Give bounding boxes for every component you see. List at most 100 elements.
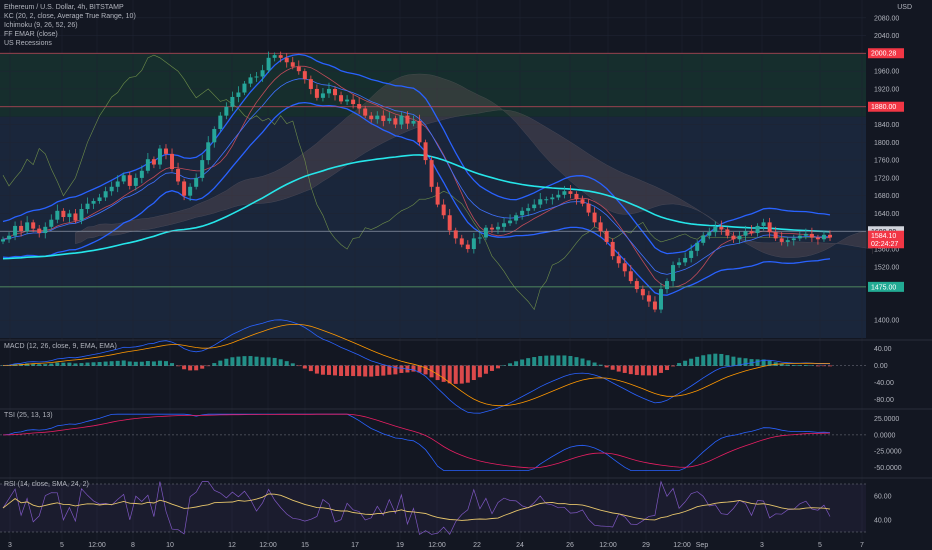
candle-body-135 xyxy=(815,237,820,240)
candle-body-18 xyxy=(109,186,114,192)
macd-hist-38 xyxy=(230,357,235,366)
price-tick-7: 1720.00 xyxy=(874,175,899,182)
candle-body-26 xyxy=(157,148,162,165)
candle-body-13 xyxy=(79,209,84,221)
candle-body-64 xyxy=(387,118,392,121)
tsi-signal xyxy=(2,413,831,469)
legend-recessions[interactable]: US Recessions xyxy=(4,40,52,47)
candle-body-122 xyxy=(737,235,742,240)
price-tick-8: 1680.00 xyxy=(874,193,899,200)
candle-body-23 xyxy=(139,170,144,178)
candle-body-52 xyxy=(314,88,319,98)
candle-body-8 xyxy=(49,219,54,227)
time-tick-19: 5 xyxy=(818,542,822,549)
macd-hist-71 xyxy=(429,365,434,378)
candle-body-107 xyxy=(646,295,651,302)
macd-hist-92 xyxy=(556,355,561,366)
candle-body-31 xyxy=(188,186,193,196)
macd-hist-96 xyxy=(580,358,585,366)
time-tick-17: Sep xyxy=(696,542,709,549)
candle-body-121 xyxy=(731,235,736,240)
candle-body-125 xyxy=(755,225,760,234)
top-band xyxy=(0,0,866,54)
kc-upper xyxy=(2,53,831,255)
legend-ichimoku[interactable]: Ichimoku (9, 26, 52, 26) xyxy=(4,22,78,29)
legend-ema[interactable]: FF EMAR (close) xyxy=(4,31,58,38)
candle-body-116 xyxy=(701,235,706,243)
macd-hist-14 xyxy=(85,362,90,366)
macd-hist-105 xyxy=(634,365,639,375)
macd-hist-82 xyxy=(495,365,500,369)
time-tick-3: 8 xyxy=(131,542,135,549)
macd-hist-129 xyxy=(779,363,784,366)
candle-body-37 xyxy=(224,106,229,116)
macd-hist-135 xyxy=(815,365,820,367)
macd-hist-12 xyxy=(73,363,78,366)
legend-kc[interactable]: KC (20, 2, close, Average True Range, 10… xyxy=(4,13,136,20)
macd-hist-24 xyxy=(145,361,150,366)
tsi-title[interactable]: TSI (25, 13, 13) xyxy=(4,412,53,419)
macd-hist-37 xyxy=(224,358,229,366)
time-axis[interactable]: 3 5 12:00 8 10 12 12:00 15 17 19 12:00 22 24 26 12:00 2… xyxy=(8,542,864,549)
candle-body-36 xyxy=(218,115,223,129)
candle-body-136 xyxy=(821,234,826,240)
candle-body-34 xyxy=(206,142,211,161)
macd-hist-64 xyxy=(387,365,392,375)
range-band-upper xyxy=(0,53,866,117)
macd-hist-74 xyxy=(447,365,452,384)
candle-body-104 xyxy=(628,271,633,282)
candle-body-127 xyxy=(767,222,772,233)
candle-body-92 xyxy=(556,194,561,198)
macd-tick-2: -40.00 xyxy=(874,380,894,387)
macd-title[interactable]: MACD (12, 26, close, 9, EMA, EMA) xyxy=(4,343,117,350)
candle-body-53 xyxy=(320,93,325,98)
macd-hist-137 xyxy=(828,365,832,367)
macd-hist-106 xyxy=(640,365,645,376)
legend-symbol[interactable]: Ethereum / U.S. Dollar, 4h, BITSTAMP xyxy=(4,4,124,11)
candle-body-19 xyxy=(115,181,120,187)
macd-hist-85 xyxy=(514,361,519,366)
macd-hist-79 xyxy=(477,365,482,378)
candle-body-94 xyxy=(568,191,573,194)
candle-body-54 xyxy=(326,88,331,94)
candle-body-79 xyxy=(477,237,482,239)
rsi-title[interactable]: RSI (14, close, SMA, 24, 2) xyxy=(4,481,89,488)
macd-hist-34 xyxy=(206,365,211,367)
time-tick-9: 19 xyxy=(396,542,404,549)
macd-hist-120 xyxy=(725,355,730,366)
price-tag-box-4 xyxy=(868,238,904,249)
candle-body-106 xyxy=(640,289,645,296)
macd-hist-78 xyxy=(471,365,476,381)
macd-hist-77 xyxy=(465,365,470,383)
macd-hist-75 xyxy=(453,365,458,384)
macd-hist-41 xyxy=(248,356,253,366)
candle-body-113 xyxy=(683,257,688,263)
candle-body-73 xyxy=(441,204,446,216)
candle-body-112 xyxy=(677,262,682,266)
candle-body-7 xyxy=(43,226,48,234)
price-axis[interactable]: 2080.00 2040.00 1960.00 1920.00 1840.00 1800.… xyxy=(874,15,902,524)
candle-body-117 xyxy=(707,232,712,236)
macd-hist-87 xyxy=(526,358,531,366)
macd-hist-62 xyxy=(375,365,380,376)
macd-hist-63 xyxy=(381,365,386,376)
macd-hist-22 xyxy=(133,361,138,366)
macd-hist-15 xyxy=(91,362,96,366)
macd-hist-9 xyxy=(55,362,60,366)
macd-hist-13 xyxy=(79,363,84,366)
time-tick-8: 17 xyxy=(351,542,359,549)
candle-body-85 xyxy=(514,215,519,221)
macd-hist-84 xyxy=(508,363,513,366)
macd-hist-20 xyxy=(121,360,126,366)
macd-tick-0: 40.00 xyxy=(874,346,892,353)
candle-body-115 xyxy=(695,242,700,251)
macd-hist-7 xyxy=(43,364,48,366)
macd-hist-88 xyxy=(532,357,537,366)
candle-body-14 xyxy=(85,203,90,210)
rsi-line xyxy=(2,480,831,536)
macd-hist-123 xyxy=(743,358,748,366)
time-tick-10: 12:00 xyxy=(428,542,446,549)
price-tick-6: 1760.00 xyxy=(874,158,899,165)
macd-hist-31 xyxy=(188,365,193,371)
